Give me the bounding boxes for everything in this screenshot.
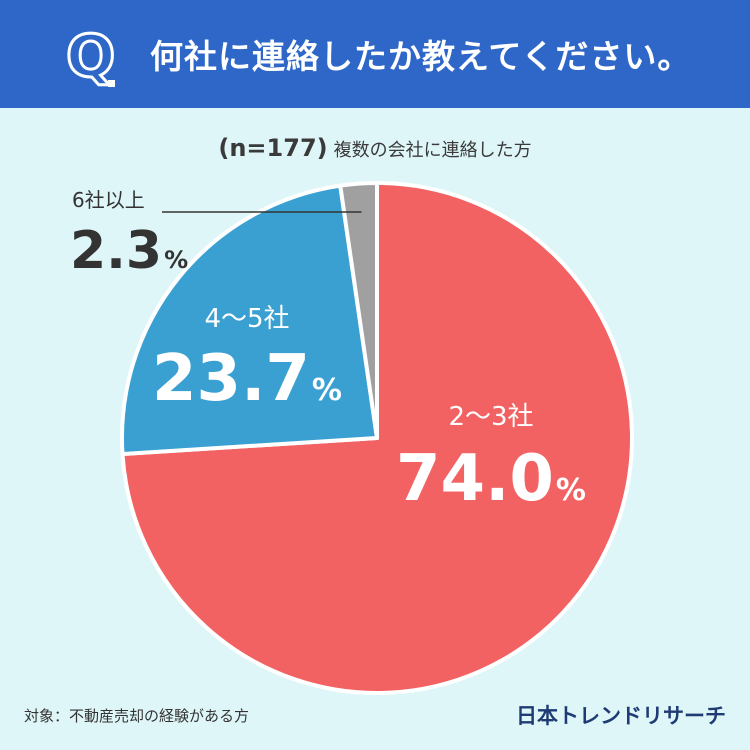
question-header: Q 何社に連絡したか教えてください。 bbox=[0, 0, 750, 108]
slice-value-2: 23.7% bbox=[152, 342, 342, 416]
chart-subtitle: (n=177) 複数の会社に連絡した方 bbox=[0, 134, 750, 162]
question-title: 何社に連絡したか教えてください。 bbox=[150, 37, 692, 76]
slice-label-3: 6社以上 bbox=[72, 188, 145, 212]
slice-value-1: 74.0% bbox=[396, 442, 586, 516]
slice-label-1: 2〜3社 bbox=[448, 402, 533, 432]
slice-label-2: 4〜5社 bbox=[204, 304, 289, 334]
brand-logo: 日本トレンドリサーチ bbox=[516, 704, 726, 728]
pie-slice-3 bbox=[338, 181, 379, 440]
q-badge-icon: Q bbox=[65, 22, 117, 88]
respondent-description: 複数の会社に連絡した方 bbox=[333, 140, 532, 161]
svg-text:Q: Q bbox=[66, 22, 115, 88]
pie-slice-2 bbox=[120, 183, 379, 457]
sample-size: (n=177) bbox=[218, 134, 328, 162]
survey-target-note: 対象：不動産売却の経験がある方 bbox=[24, 707, 250, 725]
slice-value-3: 2.3% bbox=[70, 221, 188, 281]
